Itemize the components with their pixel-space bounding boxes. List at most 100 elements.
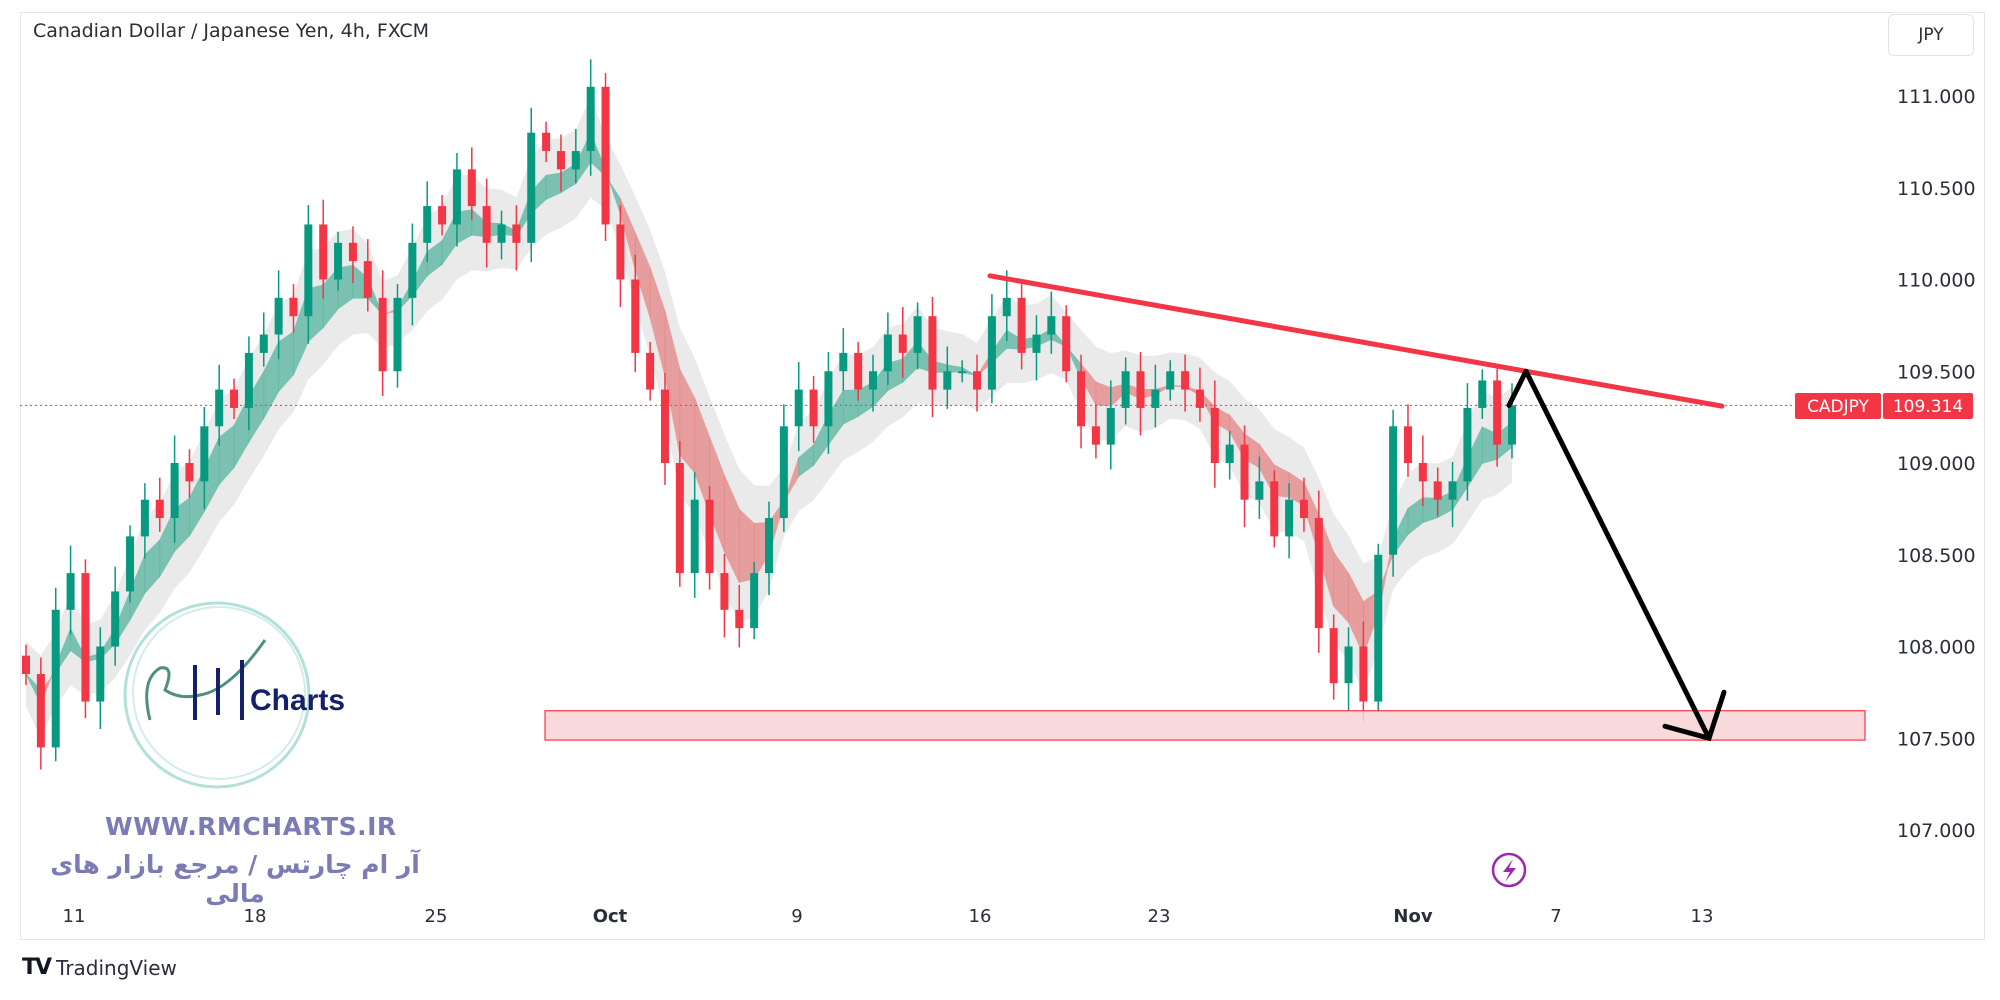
lightning-icon[interactable] xyxy=(1491,852,1527,888)
candle xyxy=(348,226,357,284)
candle-body xyxy=(646,352,655,390)
tradingview-logo-icon: 𝗧𝗩 xyxy=(22,955,52,980)
candle xyxy=(675,440,684,587)
chart-frame xyxy=(20,12,1985,940)
candle-body xyxy=(81,573,90,702)
time-tick: 25 xyxy=(425,906,448,927)
candle-body xyxy=(660,389,669,463)
candle-body xyxy=(1210,407,1219,463)
candle xyxy=(720,553,729,638)
candle-body xyxy=(1344,646,1353,684)
candle xyxy=(1374,543,1383,713)
candle xyxy=(1091,404,1100,459)
candle-body xyxy=(215,389,224,427)
candle xyxy=(616,205,625,308)
candle-body xyxy=(750,573,759,629)
candle xyxy=(1418,435,1427,507)
candle-body xyxy=(958,371,967,374)
badge-symbol: CADJPY xyxy=(1807,397,1869,417)
candle xyxy=(705,485,714,590)
candle-body xyxy=(1329,628,1338,684)
candle-body xyxy=(913,316,922,353)
candle-body xyxy=(571,151,580,170)
candle xyxy=(913,302,922,370)
price-axis[interactable]: 111.000 110.500 110.000 109.500 109.000 108.5… xyxy=(1897,86,1976,842)
candle-body xyxy=(1240,444,1249,500)
candle-body xyxy=(601,86,610,225)
currency-button[interactable]: JPY xyxy=(1888,14,1974,56)
candle xyxy=(96,627,105,730)
candle xyxy=(1062,305,1071,383)
candle-body xyxy=(126,536,135,592)
candle xyxy=(512,205,521,271)
candle-body xyxy=(304,224,313,317)
price-tick: 111.000 xyxy=(1897,86,1976,108)
candle-body xyxy=(230,389,239,408)
candle xyxy=(660,373,669,486)
price-badge: CADJPY 109.314 xyxy=(1795,393,1973,419)
candle-body xyxy=(1062,316,1071,372)
candle xyxy=(304,205,313,344)
projection-arrow[interactable] xyxy=(1506,368,1712,741)
candle-body xyxy=(1314,518,1323,629)
chart-title: Canadian Dollar / Japanese Yen, 4h, FXCM xyxy=(33,20,430,42)
candle xyxy=(111,566,120,666)
price-tick: 107.500 xyxy=(1897,728,1976,750)
candle xyxy=(51,587,60,762)
candle xyxy=(973,354,982,412)
candle xyxy=(334,231,343,291)
candle xyxy=(1314,490,1323,653)
candle-body xyxy=(111,591,120,647)
time-axis[interactable]: 11 18 25 Oct 9 16 23 Nov 7 13 xyxy=(63,906,1714,927)
candle xyxy=(1448,462,1457,528)
candle xyxy=(646,341,655,401)
candle xyxy=(1240,425,1249,528)
candle-body xyxy=(51,609,60,748)
svg-text:Charts: Charts xyxy=(250,684,345,717)
candle xyxy=(735,585,744,648)
candle xyxy=(200,407,209,509)
candle-body xyxy=(616,224,625,280)
candle-body xyxy=(1508,405,1516,445)
candle-body xyxy=(140,499,149,537)
candle xyxy=(928,296,937,418)
candle xyxy=(1047,291,1056,354)
candle-body xyxy=(259,334,268,353)
candle-body xyxy=(1374,554,1383,702)
candle-body xyxy=(556,151,565,170)
time-tick: 23 xyxy=(1148,906,1171,927)
resistance-trendline[interactable] xyxy=(987,273,1725,409)
support-zone[interactable] xyxy=(544,710,1866,741)
price-tick: 108.000 xyxy=(1897,637,1976,659)
brand-name: TradingView xyxy=(56,955,177,980)
candle-body xyxy=(527,132,536,243)
price-tick: 108.500 xyxy=(1897,545,1976,567)
candle-body xyxy=(1195,389,1204,408)
candle-body xyxy=(675,463,684,574)
candle xyxy=(527,107,536,263)
candle xyxy=(1002,270,1011,341)
candle-body xyxy=(1359,646,1368,702)
candle xyxy=(794,362,803,452)
candle-body xyxy=(244,352,253,408)
candle-body xyxy=(1121,371,1130,408)
candle xyxy=(1225,430,1234,480)
price-tick: 109.000 xyxy=(1897,453,1976,475)
candle-body xyxy=(1002,297,1011,317)
candle xyxy=(497,210,506,260)
candle-body xyxy=(1225,444,1234,463)
candle-body xyxy=(438,206,447,225)
candle xyxy=(1344,627,1353,711)
time-tick: 7 xyxy=(1550,906,1561,927)
candle xyxy=(1403,404,1412,477)
candle xyxy=(215,364,224,446)
candle xyxy=(809,375,818,443)
candle xyxy=(1463,383,1472,501)
candle xyxy=(423,181,432,263)
candle xyxy=(66,545,75,635)
candle xyxy=(958,360,967,383)
candle-body xyxy=(274,297,283,335)
tradingview-brand[interactable]: 𝗧𝗩 TradingView xyxy=(22,955,177,980)
candle xyxy=(869,354,878,412)
